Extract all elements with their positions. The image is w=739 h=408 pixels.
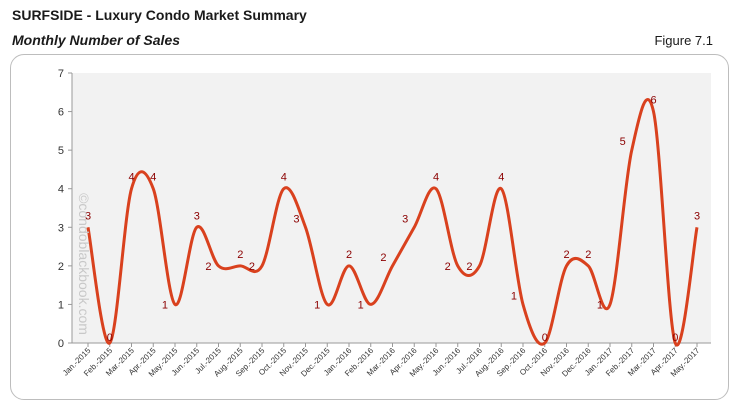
- data-label: 4: [498, 172, 504, 184]
- data-label: 5: [620, 136, 626, 148]
- chart-subtitle: Monthly Number of Sales: [12, 32, 181, 48]
- data-label: 3: [85, 210, 91, 222]
- data-label: 4: [433, 172, 439, 184]
- data-label: 2: [237, 249, 243, 261]
- data-label: 2: [585, 249, 591, 261]
- figure-number: Figure 7.1: [654, 33, 713, 48]
- y-tick-label: 1: [58, 299, 64, 311]
- data-label: 4: [281, 172, 287, 184]
- data-label: 2: [346, 249, 352, 261]
- data-label: 1: [162, 299, 168, 311]
- data-label: 2: [466, 261, 472, 273]
- data-label: 2: [380, 252, 386, 264]
- data-label: 2: [249, 261, 255, 273]
- watermark: ©condoblackbook.com: [76, 193, 92, 335]
- data-label: 2: [445, 261, 451, 273]
- data-label: 4: [150, 172, 156, 184]
- y-tick-label: 4: [58, 184, 64, 196]
- data-label: 3: [402, 213, 408, 225]
- y-tick-label: 6: [58, 107, 64, 119]
- data-label: 3: [694, 210, 700, 222]
- data-label: 0: [672, 332, 678, 344]
- data-label: 0: [107, 332, 113, 344]
- y-tick-label: 5: [58, 145, 64, 157]
- data-label: 0: [542, 332, 548, 344]
- data-label: 6: [650, 95, 656, 107]
- data-label: 4: [128, 172, 134, 184]
- y-tick-label: 7: [58, 68, 64, 80]
- data-label: 1: [358, 299, 364, 311]
- data-label: 3: [293, 213, 299, 225]
- data-label: 2: [563, 249, 569, 261]
- chart-title: SURFSIDE - Luxury Condo Market Summary: [12, 7, 307, 23]
- data-label: 1: [511, 290, 517, 302]
- data-label: 2: [205, 261, 211, 273]
- y-tick-label: 2: [58, 261, 64, 273]
- data-label: 3: [194, 210, 200, 222]
- data-label: 1: [314, 299, 320, 311]
- y-axis: 0 1 2 3 4 5 6 7: [58, 68, 73, 350]
- series-line: [86, 97, 699, 347]
- y-tick-label: 0: [58, 338, 64, 350]
- y-tick-label: 3: [58, 222, 64, 234]
- data-label: 1: [597, 299, 603, 311]
- x-axis: Jan.-2015Feb.-2015Mar.-2015Apr.-2015May.…: [61, 342, 711, 379]
